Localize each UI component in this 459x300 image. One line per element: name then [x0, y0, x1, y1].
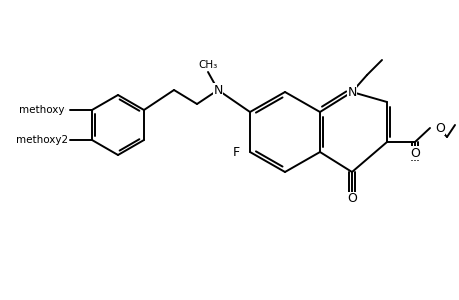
Text: CH₃: CH₃ [198, 60, 217, 70]
Text: O: O [55, 134, 65, 146]
Text: O: O [346, 193, 356, 206]
Text: methoxy2: methoxy2 [16, 135, 68, 145]
Text: N: N [347, 85, 356, 98]
Text: methoxy: methoxy [19, 105, 65, 115]
Text: O: O [55, 103, 65, 116]
Text: O: O [409, 146, 419, 160]
Text: O: O [434, 122, 444, 134]
Text: F: F [232, 146, 240, 158]
Text: N: N [213, 83, 222, 97]
